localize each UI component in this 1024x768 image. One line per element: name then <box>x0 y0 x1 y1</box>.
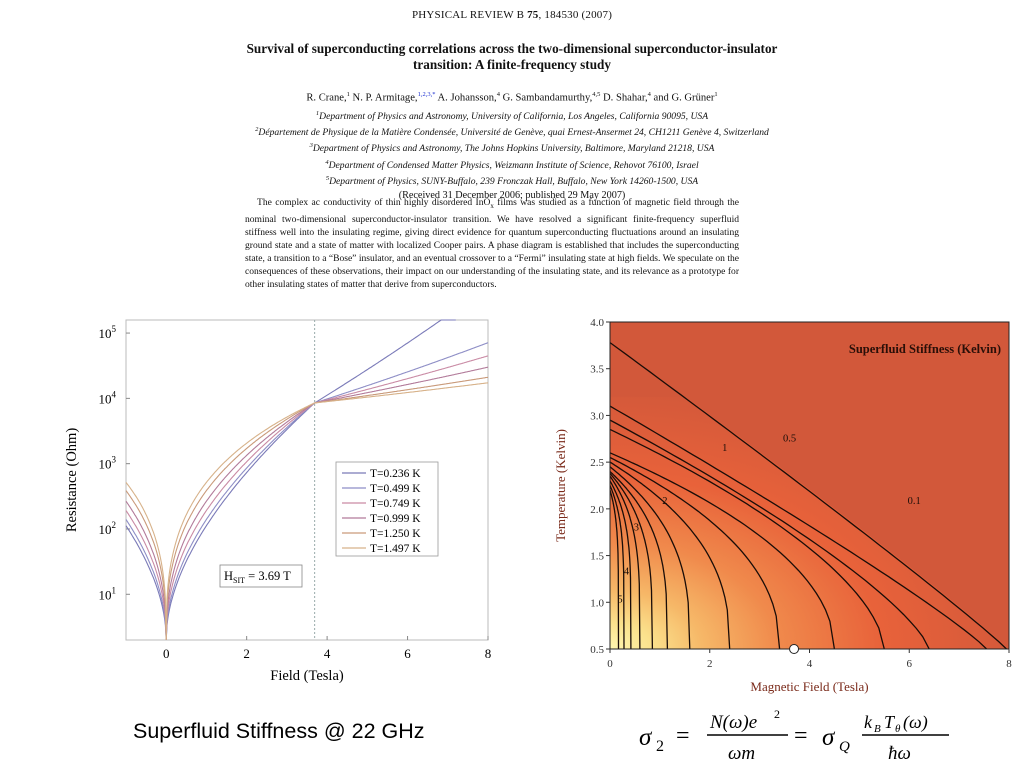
affiliation-2: 2Département de Physique de la Matière C… <box>255 125 769 139</box>
x-tick-label: 8 <box>485 646 492 661</box>
hsit-annotation: HSIT = 3.69 T <box>224 569 291 585</box>
contour-label: 0.1 <box>908 496 921 507</box>
y-tick-label: 3.0 <box>590 410 604 422</box>
contour-label: 2 <box>662 496 667 507</box>
x-tick-label: 6 <box>907 658 913 670</box>
formula: σ 2 = N(ω)e 2 ωm = σ Q k B T θ (ω) ħω <box>639 707 949 764</box>
contour-label: 0.5 <box>783 434 796 445</box>
contour-line <box>610 472 654 649</box>
series-line <box>125 319 456 641</box>
author-block: R. Crane,1 N. P. Armitage,1,2,3,* A. Joh… <box>150 87 874 203</box>
y-tick-label: 104 <box>99 389 117 406</box>
formula-sigma-q-sub: Q <box>839 739 850 755</box>
series-line <box>125 355 489 641</box>
formula-numerator-1-sup: 2 <box>774 707 780 721</box>
legend-label: T=1.250 K <box>370 528 421 540</box>
legend-label: T=0.499 K <box>370 483 421 495</box>
x-tick-label: 2 <box>707 658 713 670</box>
y-tick-label: 4.0 <box>590 317 604 329</box>
x-tick-label: 0 <box>607 658 613 670</box>
author-list: R. Crane,1 N. P. Armitage,1,2,3,* A. Joh… <box>306 91 718 104</box>
series-line <box>125 366 489 641</box>
contour-label: 3 <box>634 522 639 533</box>
contour-line <box>610 489 620 649</box>
contour-line <box>610 405 988 649</box>
formula-numerator-2-t: T <box>884 712 896 732</box>
paper-title-line-2: transition: A finite-frequency study <box>413 57 611 72</box>
contour-line <box>610 342 1007 649</box>
y-tick-label: 1.0 <box>590 597 604 609</box>
contour-line <box>610 471 669 649</box>
series-line <box>125 382 489 641</box>
legend-box <box>335 461 439 557</box>
y-axis-label: Resistance (Ohm) <box>64 428 80 532</box>
formula-numerator-2-sub2: θ <box>895 723 901 735</box>
legend-label: T=1.497 K <box>370 543 421 555</box>
paper-title: Survival of superconducting correlations… <box>140 41 884 73</box>
received-date: (Received 31 December 2006; published 29… <box>398 190 626 202</box>
affiliation-1: 1Department of Physics and Astronomy, Un… <box>315 109 709 122</box>
formula-lhs-sub: 2 <box>656 738 664 755</box>
legend-label: T=0.236 K <box>370 468 421 480</box>
formula-denominator-2: ħω <box>888 743 911 764</box>
contour-line <box>610 466 691 649</box>
y-tick-label: 3.5 <box>590 364 604 376</box>
formula-equals-2: = <box>794 723 808 749</box>
formula-sigma-q: σ <box>822 724 836 751</box>
y-tick-label: 103 <box>99 455 117 472</box>
y-tick-label: 101 <box>99 585 117 602</box>
heatmap-title: Superfluid Stiffness (Kelvin) <box>849 342 1001 356</box>
contour-line <box>610 485 625 649</box>
contour-line <box>610 456 781 649</box>
legend-label: T=0.999 K <box>370 513 421 525</box>
annotation-box <box>219 564 303 588</box>
y-tick-label: 2.5 <box>590 457 604 469</box>
contour-label: 4 <box>624 566 630 577</box>
formula-numerator-2-end: (ω) <box>903 712 928 733</box>
formula-numerator-2-sub: B <box>874 723 881 735</box>
x-tick-label: 8 <box>1006 658 1012 670</box>
journal-reference: PHYSICAL REVIEW B 75, 184530 (2007) <box>411 9 613 21</box>
legend-label: T=0.749 K <box>370 498 421 510</box>
y-tick-label: 0.5 <box>590 644 604 656</box>
y-axis-label: Temperature (Kelvin) <box>553 429 568 542</box>
x-tick-label: 4 <box>324 646 331 661</box>
x-tick-label: 6 <box>404 646 411 661</box>
x-axis-label: Field (Tesla) <box>270 668 344 684</box>
contour-line <box>610 452 836 649</box>
heat-region <box>610 396 1009 649</box>
formula-denominator-1: ωm <box>728 743 755 764</box>
x-tick-label: 0 <box>163 646 170 661</box>
contour-label: 5 <box>617 594 622 605</box>
y-tick-label: 105 <box>99 324 117 341</box>
x-tick-label: 4 <box>807 658 813 670</box>
formula-numerator-1: N(ω)e <box>709 712 757 733</box>
affiliation-4: 4Department of Condensed Matter Physics,… <box>325 158 699 171</box>
contour-line <box>610 480 632 649</box>
hsit-marker <box>789 644 800 654</box>
x-tick-label: 2 <box>243 646 250 661</box>
stiffness-heatmap: 0.1 0.5 1 2 3 4 5 Superfluid Stiffness (Kelvin)… <box>553 317 1012 694</box>
affiliation-3: 3Department of Physics and Astronomy, Th… <box>309 142 715 155</box>
x-axis-label: Magnetic Field (Tesla) <box>750 679 868 694</box>
y-tick-label: 2.0 <box>590 504 604 516</box>
y-tick-label: 102 <box>99 520 117 537</box>
paper-title-line-1: Survival of superconducting correlations… <box>246 41 778 56</box>
series-line <box>125 342 489 641</box>
abstract: The complex ac conductivity of thin high… <box>245 197 740 291</box>
contour-line <box>610 419 930 649</box>
formula-lhs: σ <box>639 724 653 751</box>
contour-label: 1 <box>722 443 727 454</box>
affiliation-5: 5Department of Physics, SUNY-Buffalo, 23… <box>325 175 699 188</box>
contour-line <box>610 475 641 649</box>
formula-equals-1: = <box>676 723 690 749</box>
formula-numerator-2-k: k <box>864 712 873 732</box>
resistance-chart: 0 2 4 6 8 105 104 103 102 101 Field (Tesla) Resista… <box>64 319 492 684</box>
contour-line <box>610 461 731 649</box>
contour-line <box>610 428 885 649</box>
slide-caption: Superfluid Stiffness @ 22 GHz <box>133 719 425 743</box>
y-tick-label: 1.5 <box>590 551 604 563</box>
